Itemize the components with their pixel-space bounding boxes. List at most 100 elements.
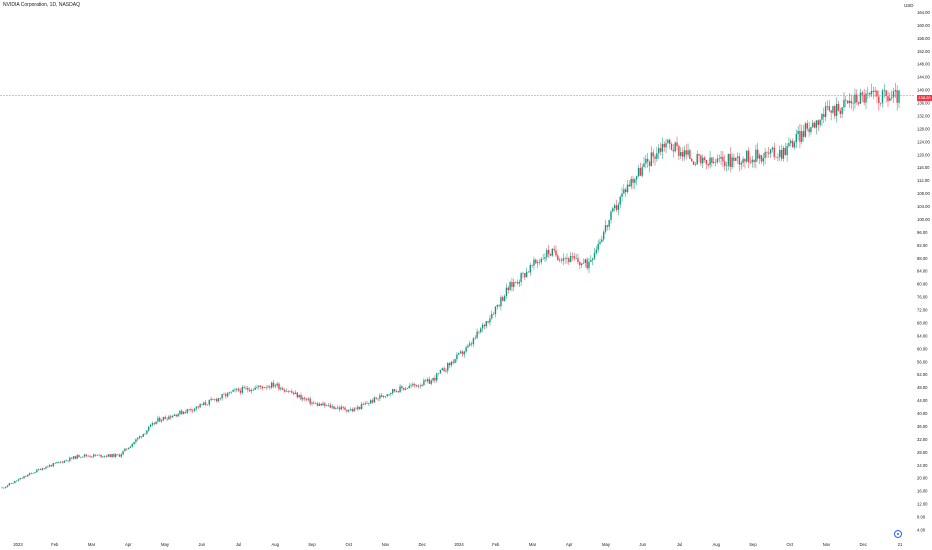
- candle-body-123: [226, 392, 229, 397]
- candle-body-195: [358, 406, 361, 409]
- candle-body-53: [98, 454, 100, 456]
- candle-body-419: [769, 149, 772, 154]
- candle-body-412: [757, 149, 759, 159]
- candle-body-99: [182, 412, 185, 414]
- candle-body-332: [610, 211, 612, 220]
- candle-body-103: [190, 409, 192, 411]
- candle-body-425: [780, 149, 783, 159]
- candle-body-375: [689, 150, 691, 159]
- candle-body-487: [894, 90, 897, 92]
- x-tick-12: 2024: [454, 542, 464, 547]
- candle-body-481: [883, 90, 886, 91]
- candle-body-358: [657, 148, 660, 154]
- candle-body-42: [78, 455, 80, 458]
- candle-body-97: [179, 410, 181, 414]
- candle-body-242: [445, 370, 447, 372]
- y-tick-20: 84.00: [917, 269, 928, 274]
- candle-body-238: [437, 373, 440, 374]
- y-tick-25: 104.00: [917, 204, 930, 209]
- candle-body-372: [683, 150, 686, 157]
- candle-body-208: [382, 396, 385, 398]
- candle-body-31: [58, 462, 60, 463]
- candle-body-459: [843, 99, 845, 108]
- candle-body-333: [612, 208, 614, 212]
- candle-body-318: [584, 259, 587, 263]
- candle-body-156: [287, 391, 289, 392]
- candle-body-437: [802, 131, 805, 137]
- candle-body-40: [74, 456, 77, 459]
- y-tick-18: 76.00: [917, 295, 928, 300]
- candle-body-436: [801, 131, 803, 142]
- candle-body-79: [146, 430, 148, 434]
- candle-body-94: [173, 414, 176, 417]
- candle-body-462: [848, 100, 851, 104]
- candle-body-20: [37, 469, 40, 470]
- candle-body-18: [34, 472, 36, 473]
- candle-body-63: [116, 454, 119, 455]
- candle-body-165: [303, 397, 306, 399]
- candle-body-160: [294, 392, 297, 394]
- y-tick-14: 60.00: [917, 346, 928, 351]
- candle-body-188: [346, 409, 348, 412]
- candle-body-359: [659, 148, 662, 152]
- candle-body-134: [247, 387, 249, 390]
- candle-body-224: [412, 384, 414, 386]
- candle-body-478: [878, 96, 880, 103]
- candle-body-83: [153, 423, 155, 425]
- candle-body-210: [386, 394, 388, 397]
- candle-body-300: [551, 248, 554, 256]
- y-tick-13: 56.00: [917, 359, 928, 364]
- candle-body-467: [857, 102, 860, 104]
- candle-body-477: [876, 90, 878, 97]
- candle-body-146: [269, 386, 271, 388]
- candle-body-51: [94, 454, 97, 456]
- candle-body-262: [481, 324, 484, 329]
- candle-body-397: [729, 154, 731, 168]
- candle-body-50: [93, 454, 95, 457]
- candle-body-27: [50, 465, 53, 467]
- candle-body-239: [439, 370, 442, 374]
- x-tick-11: Dec: [419, 542, 426, 547]
- candle-body-488: [896, 90, 898, 103]
- candle-body-297: [546, 249, 548, 258]
- candle-body-223: [410, 385, 412, 387]
- candle-body-70: [129, 446, 132, 448]
- last-price-badge: 138.25: [917, 95, 932, 101]
- candle-body-268: [492, 314, 495, 315]
- candle-body-340: [624, 189, 627, 193]
- candle-body-171: [314, 403, 317, 404]
- candle-body-109: [201, 404, 203, 405]
- candle-body-219: [403, 388, 405, 390]
- candle-body-348: [639, 167, 642, 176]
- candle-body-117: [215, 399, 218, 402]
- candle-body-217: [399, 386, 401, 393]
- candle-body-432: [793, 142, 796, 148]
- candle-body-6: [12, 483, 14, 484]
- candle-body-422: [775, 156, 777, 158]
- y-tick-23: 96.00: [917, 230, 928, 235]
- candle-body-88: [162, 417, 165, 421]
- candle-body-159: [292, 392, 295, 394]
- candle-body-480: [881, 90, 884, 104]
- chart-settings-icon[interactable]: [894, 530, 902, 538]
- candle-body-245: [450, 361, 453, 366]
- candle-body-211: [388, 394, 390, 395]
- candle-body-29: [54, 463, 56, 464]
- candle-body-44: [82, 456, 84, 458]
- candle-body-17: [32, 472, 34, 474]
- candle-body-80: [148, 426, 150, 431]
- candle-body-401: [736, 156, 739, 158]
- candle-body-327: [601, 239, 603, 242]
- candle-body-74: [137, 437, 139, 440]
- candle-body-283: [520, 273, 522, 282]
- candle-body-12: [23, 476, 25, 479]
- candle-body-149: [274, 385, 277, 387]
- y-tick-30: 124.00: [917, 139, 930, 144]
- candle-body-418: [768, 152, 770, 154]
- candle-body-449: [824, 106, 827, 117]
- candle-body-280: [514, 282, 517, 283]
- candle-body-296: [544, 257, 546, 259]
- candle-body-384: [705, 160, 708, 165]
- candle-body-404: [742, 159, 744, 163]
